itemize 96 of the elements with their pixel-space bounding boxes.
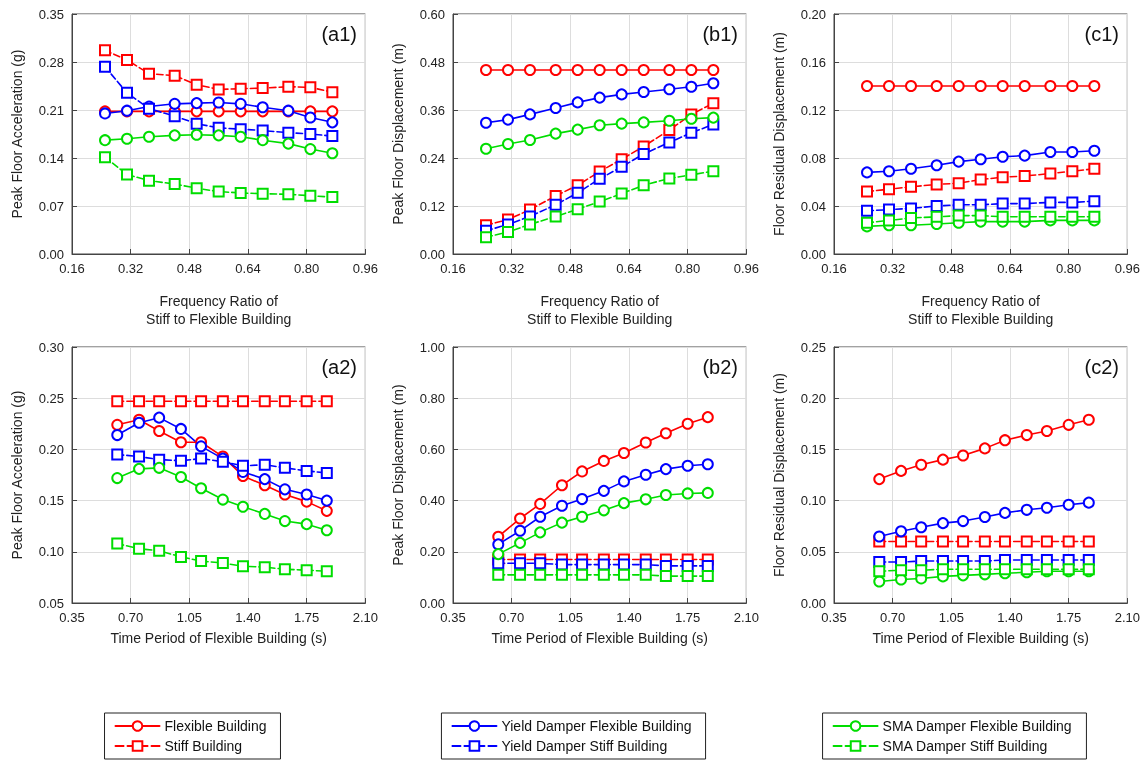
y-tick-label: 0.12	[800, 102, 826, 118]
y-tick-label: 0.14	[38, 150, 64, 166]
y-axis-title: Floor Residual Displacement (m)	[771, 373, 787, 577]
legend-label: Stiff Building	[164, 738, 243, 754]
x-tick-label: 0.64	[997, 261, 1023, 276]
x-tick-label: 0.16	[821, 261, 847, 276]
x-tick-label: 0.80	[675, 261, 701, 276]
y-tick-label: 0.00	[800, 246, 826, 262]
x-tick-label: 1.40	[997, 610, 1023, 625]
y-axis-title: Peak Floor Acceleration (g)	[9, 49, 25, 219]
y-tick-label: 0.05	[38, 595, 64, 611]
y-tick-label: 0.00	[419, 595, 445, 611]
y-axis-title: Floor Residual Displacement (m)	[771, 32, 787, 236]
y-tick-label: 0.15	[800, 441, 826, 457]
y-axis-title: Peak Floor Displacement (m)	[390, 43, 406, 225]
x-tick-label: 2.10	[1114, 610, 1141, 625]
y-tick-label: 0.08	[800, 150, 826, 166]
y-tick-label: 0.05	[800, 544, 826, 560]
y-tick-label: 0.20	[800, 390, 826, 406]
x-tick-label: 0.32	[118, 261, 144, 276]
legend-label: SMA Damper Flexible Building	[882, 718, 1072, 734]
x-tick-label: 1.75	[675, 610, 701, 625]
y-tick-label: 0.10	[800, 493, 826, 509]
y-tick-label: 0.00	[800, 595, 826, 611]
y-tick-label: 0.36	[419, 102, 445, 118]
x-tick-label: 1.75	[294, 610, 320, 625]
annotation: (c2)	[1084, 356, 1120, 378]
y-tick-label: 0.07	[38, 198, 64, 214]
legend-label: Flexible Building	[164, 718, 267, 734]
annotation: (a1)	[321, 23, 358, 45]
x-tick-label: 0.64	[616, 261, 642, 276]
x-tick-label: 0.96	[352, 261, 379, 276]
x-tick-label: 0.70	[499, 610, 525, 625]
x-tick-label: 0.96	[733, 261, 760, 276]
x-tick-label: 0.64	[235, 261, 261, 276]
y-tick-label: 0.20	[800, 6, 826, 22]
x-tick-label: 0.16	[59, 261, 85, 276]
y-tick-label: 1.00	[419, 339, 445, 355]
y-tick-label: 0.00	[419, 246, 445, 262]
x-tick-label: 0.80	[1056, 261, 1082, 276]
y-tick-label: 0.15	[38, 493, 64, 509]
x-tick-label: 0.16	[440, 261, 466, 276]
x-tick-label: 1.40	[235, 610, 261, 625]
x-axis-title: Frequency Ratio of Stiff to Flexible Building	[527, 293, 673, 327]
y-tick-label: 0.35	[38, 6, 64, 22]
annotation: (a2)	[321, 356, 358, 378]
annotation: (c1)	[1084, 23, 1120, 45]
x-tick-label: 0.35	[59, 610, 85, 625]
x-tick-label: 0.48	[938, 261, 964, 276]
y-tick-label: 0.60	[419, 441, 445, 457]
y-axis-title: Peak Floor Acceleration (g)	[9, 390, 25, 560]
y-tick-label: 0.40	[419, 493, 445, 509]
x-tick-label: 0.48	[557, 261, 583, 276]
x-axis-title: Frequency Ratio of Stiff to Flexible Building	[146, 293, 292, 327]
y-tick-label: 0.20	[419, 544, 445, 560]
x-tick-label: 1.05	[938, 610, 964, 625]
y-tick-label: 0.25	[38, 390, 64, 406]
x-axis-title: Time Period of Flexible Building (s)	[872, 630, 1089, 646]
y-axis-title: Peak Floor Displacement (m)	[390, 384, 406, 566]
annotation: (b2)	[702, 356, 739, 378]
x-tick-label: 0.32	[880, 261, 906, 276]
y-tick-label: 0.04	[800, 198, 826, 214]
y-tick-label: 0.16	[800, 54, 826, 70]
x-tick-label: 0.35	[440, 610, 466, 625]
x-tick-label: 2.10	[352, 610, 379, 625]
y-tick-label: 0.21	[38, 102, 64, 118]
x-tick-label: 0.96	[1114, 261, 1141, 276]
x-tick-label: 0.32	[499, 261, 525, 276]
y-tick-label: 0.80	[419, 390, 445, 406]
y-tick-label: 0.20	[38, 441, 64, 457]
x-axis-title: Time Period of Flexible Building (s)	[491, 630, 708, 646]
x-tick-label: 0.48	[176, 261, 202, 276]
legend-label: Yield Damper Flexible Building	[501, 718, 692, 734]
y-tick-label: 0.30	[38, 339, 64, 355]
y-tick-label: 0.10	[38, 544, 64, 560]
y-tick-label: 0.24	[419, 150, 445, 166]
annotation: (b1)	[702, 23, 739, 45]
legend-label: SMA Damper Stiff Building	[882, 738, 1048, 754]
y-tick-label: 0.28	[38, 54, 64, 70]
x-axis-title: Time Period of Flexible Building (s)	[110, 630, 327, 646]
x-tick-label: 0.70	[118, 610, 144, 625]
y-tick-label: 0.00	[38, 246, 64, 262]
y-tick-label: 0.12	[419, 198, 445, 214]
y-tick-label: 0.25	[800, 339, 826, 355]
x-tick-label: 1.05	[557, 610, 583, 625]
x-tick-label: 1.75	[1056, 610, 1082, 625]
y-tick-label: 0.48	[419, 54, 445, 70]
x-axis-title: Frequency Ratio of Stiff to Flexible Building	[908, 293, 1054, 327]
y-tick-label: 0.60	[419, 6, 445, 22]
x-tick-label: 1.40	[616, 610, 642, 625]
legend-label: Yield Damper Stiff Building	[501, 738, 668, 754]
x-tick-label: 1.05	[176, 610, 202, 625]
x-tick-label: 0.70	[880, 610, 906, 625]
x-tick-label: 2.10	[733, 610, 760, 625]
x-tick-label: 0.35	[821, 610, 847, 625]
x-tick-label: 0.80	[294, 261, 320, 276]
